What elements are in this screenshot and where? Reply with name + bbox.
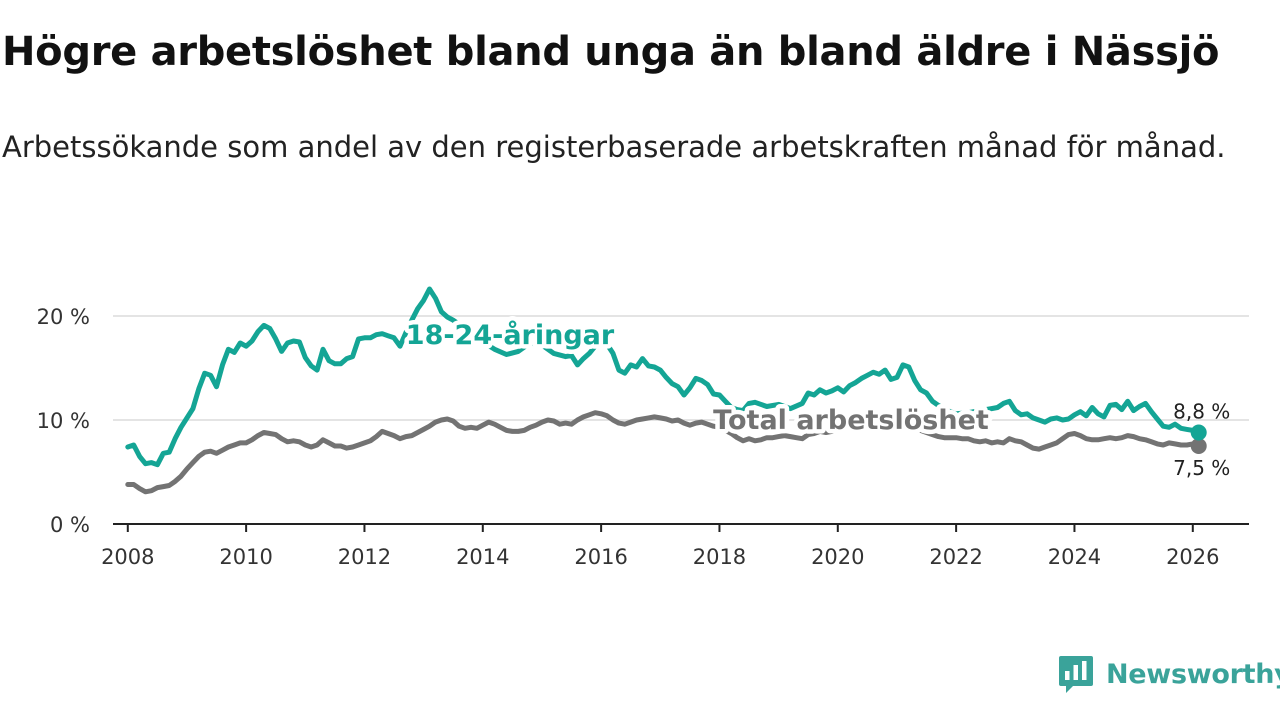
total-end-point bbox=[1190, 438, 1207, 454]
chart-subtitle: Arbetssökande som andel av den registerb… bbox=[2, 130, 1226, 164]
y-tick-label: 10 % bbox=[37, 409, 90, 433]
labels-layer: 18-24-åringar Total arbetslöshet 8,8 % 7,5 … bbox=[401, 315, 1230, 481]
series-layer bbox=[125, 286, 1207, 495]
x-tick-label: 2010 bbox=[219, 545, 272, 569]
y-axis: 0 % 10 % 20 % bbox=[37, 305, 90, 537]
y-tick-label: 20 % bbox=[37, 305, 90, 329]
x-tick-label: 2024 bbox=[1048, 545, 1101, 569]
newsworthy-logo-icon bbox=[1059, 656, 1093, 693]
x-tick-label: 2020 bbox=[811, 545, 864, 569]
series-label-total: Total arbetslöshet bbox=[713, 405, 989, 436]
grid-layer bbox=[113, 315, 1249, 421]
logo-text: Newsworthy bbox=[1106, 658, 1280, 690]
chart-title: Högre arbetslöshet bland unga än bland ä… bbox=[2, 29, 1220, 75]
x-tick-label: 2016 bbox=[574, 545, 627, 569]
youth-series-line bbox=[125, 286, 1202, 468]
youth-end-point bbox=[1190, 424, 1207, 441]
x-tick-label: 2012 bbox=[338, 545, 391, 569]
end-value-label-total: 7,5 % bbox=[1173, 456, 1230, 480]
total-series-line bbox=[125, 410, 1202, 495]
x-tick-label: 2026 bbox=[1166, 545, 1219, 569]
end-value-label-youth: 8,8 % bbox=[1173, 399, 1230, 423]
series-label-youth: 18-24-åringar bbox=[406, 319, 615, 351]
x-tick-label: 2018 bbox=[693, 545, 746, 569]
y-tick-label: 0 % bbox=[50, 513, 90, 537]
x-tick-label: 2022 bbox=[929, 545, 982, 569]
newsworthy-logo: Newsworthy bbox=[1058, 654, 1280, 694]
x-tick-label: 2014 bbox=[456, 545, 509, 569]
x-axis: 2008 2010 2012 2014 2016 2018 2020 2022 2024 2026 bbox=[101, 523, 1249, 569]
x-tick-label: 2008 bbox=[101, 545, 154, 569]
